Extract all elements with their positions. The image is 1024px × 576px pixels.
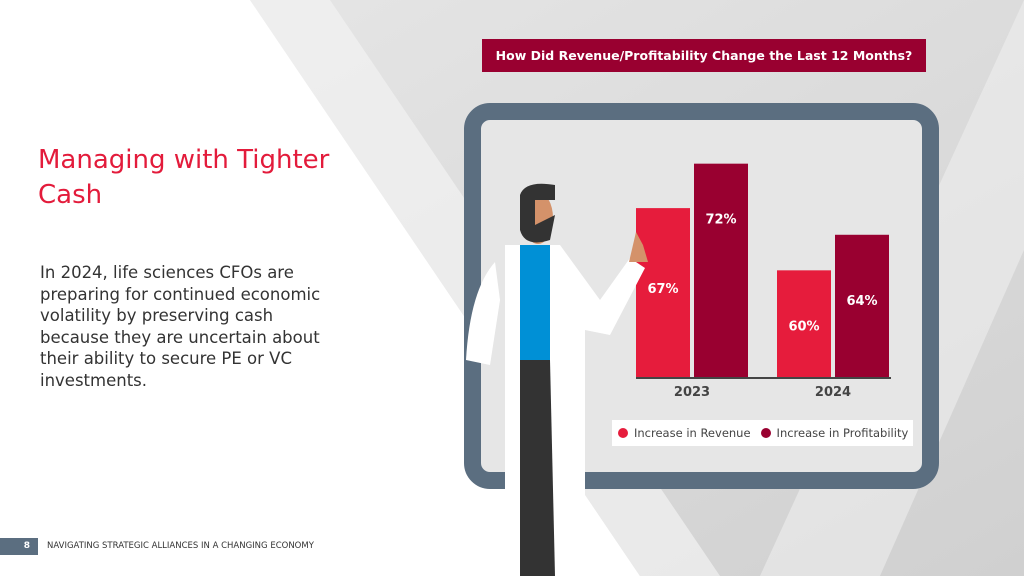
slide-title: Managing with Tighter Cash (38, 145, 330, 210)
data-label: 64% (846, 294, 877, 309)
legend-dot-icon (618, 428, 628, 438)
slide-body-text: In 2024, life sciences CFOs are preparin… (40, 263, 321, 390)
legend-item-profitability: Increase in Profitability (760, 426, 909, 440)
x-tick-label: 2023 (674, 385, 710, 400)
data-label: 72% (705, 213, 736, 228)
footer-text: NAVIGATING STRATEGIC ALLIANCES IN A CHAN… (47, 541, 314, 551)
legend-label: Increase in Revenue (634, 426, 751, 440)
bar (835, 234, 889, 377)
chart-legend: Increase in Revenue Increase in Profitab… (612, 420, 913, 446)
page-number: 8 (0, 538, 38, 555)
bar (636, 208, 690, 377)
data-label: 60% (788, 319, 819, 334)
bar (777, 270, 831, 377)
legend-item-revenue: Increase in Revenue (618, 426, 751, 440)
data-label: 67% (647, 282, 678, 297)
chart-title: How Did Revenue/Profitability Change the… (482, 39, 926, 72)
bar (694, 163, 748, 377)
legend-label: Increase in Profitability (776, 426, 909, 440)
x-tick-label: 2024 (815, 385, 851, 400)
legend-dot-icon (760, 428, 771, 438)
